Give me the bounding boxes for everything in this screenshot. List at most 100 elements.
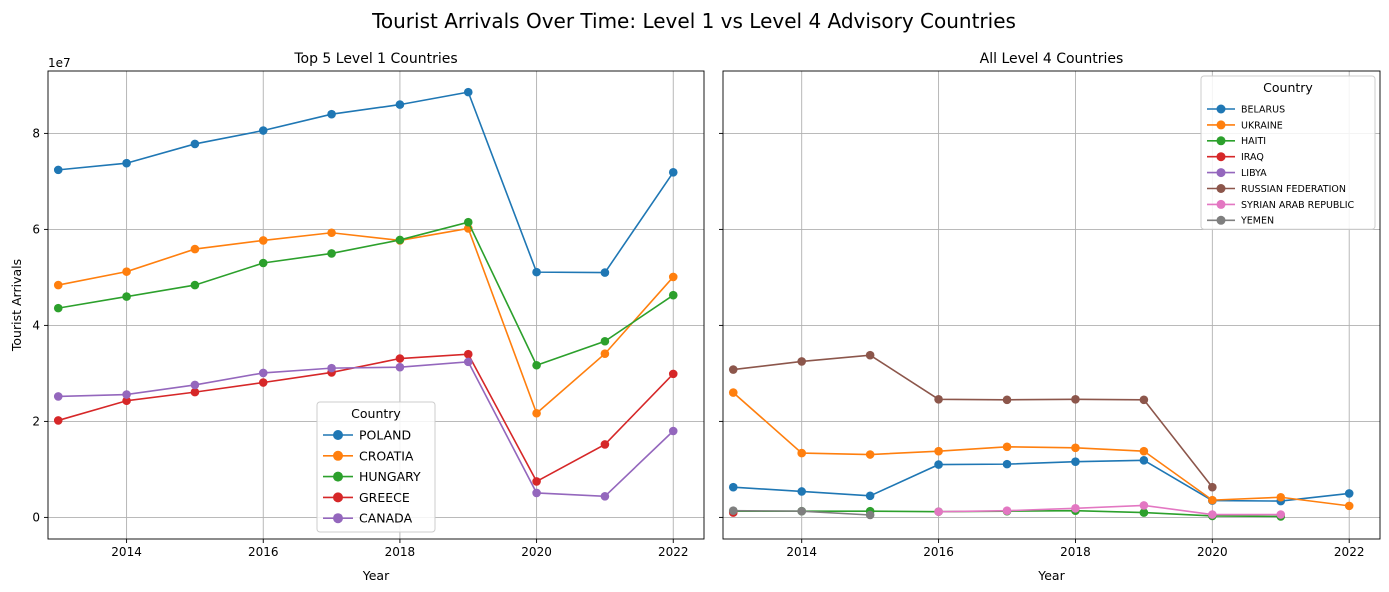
- y-axis-label: Tourist Arrivals: [9, 259, 24, 352]
- chart-panel-level1: 2014 2016 2018 2020 2022 0 2 4 6 8 Top 5 Level 1 C…: [9, 51, 705, 583]
- data-point: [865, 491, 875, 501]
- data-point: [865, 350, 875, 360]
- data-point: [53, 280, 63, 290]
- x-tick-label: 2018: [385, 545, 416, 559]
- data-point: [600, 336, 610, 346]
- data-point: [258, 368, 268, 378]
- data-point: [532, 408, 541, 418]
- legend-marker: [333, 513, 343, 524]
- legend-label: YEMEN: [1240, 216, 1274, 227]
- data-point: [728, 506, 738, 515]
- legend-item-poland: POLAND: [323, 428, 411, 443]
- data-point: [668, 369, 678, 379]
- series-ukraine: [728, 388, 1354, 511]
- data-point: [1002, 395, 1012, 405]
- series-line: [733, 354, 1213, 488]
- legend-box: [1200, 75, 1376, 230]
- data-point: [934, 446, 943, 456]
- data-point: [600, 440, 610, 449]
- data-point: [258, 258, 268, 268]
- data-point: [668, 426, 678, 436]
- x-tick-label: 2016: [923, 545, 954, 559]
- legend-title: Country: [1263, 80, 1313, 95]
- data-point: [53, 392, 63, 401]
- legend-title: Country: [351, 406, 401, 421]
- legend-marker: [333, 492, 343, 503]
- data-point: [728, 482, 738, 492]
- legend-marker: [1216, 215, 1226, 225]
- legend-marker: [333, 430, 343, 440]
- x-axis-label: Year: [1037, 568, 1065, 583]
- data-point: [1002, 506, 1012, 515]
- x-tick-label: 2022: [658, 545, 689, 559]
- data-point: [532, 360, 541, 370]
- data-point: [53, 303, 63, 313]
- series-croatia: [53, 224, 678, 418]
- data-point: [122, 267, 131, 276]
- data-point: [600, 268, 610, 277]
- data-point: [1139, 446, 1149, 456]
- series-line: [938, 504, 1281, 516]
- data-point: [934, 395, 943, 404]
- data-point: [1071, 395, 1080, 404]
- legend-item-syrian-arab-republic: SYRIAN ARAB REPUBLIC: [1207, 200, 1355, 211]
- data-point: [1002, 459, 1012, 469]
- y-scale-label: 1e7: [48, 56, 71, 70]
- data-point: [797, 448, 807, 458]
- series-line: [58, 227, 674, 415]
- series-line: [58, 353, 674, 483]
- data-point: [395, 354, 405, 363]
- data-point: [122, 396, 131, 406]
- series-syrian-arab-republic: [934, 501, 1286, 519]
- legend-label: RUSSIAN FEDERATION: [1241, 184, 1346, 195]
- data-point: [190, 139, 200, 149]
- series-line: [58, 91, 674, 274]
- x-tick-label: 2014: [111, 545, 142, 559]
- legend-item-hungary: HUNGARY: [323, 469, 421, 484]
- data-point: [934, 460, 943, 469]
- data-point: [1276, 492, 1286, 502]
- legend-item-libya: LIBYA: [1207, 168, 1267, 179]
- chart-panel-level4: 2014 2016 2018 2020 2022 All Level 4 Countrie…: [719, 51, 1381, 583]
- data-point: [122, 390, 131, 399]
- data-point: [122, 158, 131, 168]
- data-point: [258, 236, 268, 245]
- series-line: [58, 361, 674, 498]
- legend-label: HAITI: [1241, 136, 1266, 147]
- series-poland: [53, 87, 678, 277]
- legend-label: LIBYA: [1241, 168, 1267, 179]
- data-point: [600, 349, 610, 359]
- figure-title: Tourist Arrivals Over Time: Level 1 vs L…: [371, 9, 1016, 33]
- legend-label: BELARUS: [1241, 104, 1285, 115]
- data-point: [668, 167, 678, 177]
- data-point: [1276, 510, 1286, 519]
- data-point: [532, 488, 541, 498]
- data-point: [934, 507, 943, 516]
- data-point: [190, 380, 200, 390]
- data-point: [327, 363, 336, 373]
- series-line: [732, 392, 1350, 507]
- y-tick-label: 2: [32, 414, 40, 428]
- x-tick-label: 2020: [521, 545, 552, 559]
- axes-frame: [47, 70, 705, 540]
- data-point: [395, 362, 405, 372]
- legend-marker: [1216, 136, 1226, 146]
- series-line: [733, 459, 1350, 502]
- legend-label: HUNGARY: [359, 469, 421, 484]
- legend-label: IRAQ: [1241, 152, 1264, 163]
- data-point: [865, 450, 875, 459]
- data-point: [1344, 501, 1354, 511]
- x-tick-label: 2020: [1197, 545, 1228, 559]
- legend-label: UKRAINE: [1241, 120, 1283, 131]
- legend-marker: [1216, 104, 1226, 114]
- legend-label: SYRIAN ARAB REPUBLIC: [1241, 200, 1355, 211]
- data-point: [1208, 495, 1217, 505]
- legend-label: GREECE: [359, 490, 410, 505]
- y-tick-label: 8: [32, 126, 40, 140]
- series-line: [58, 221, 674, 367]
- series-yemen: [728, 506, 875, 520]
- data-point: [1002, 442, 1012, 452]
- data-point: [1139, 455, 1149, 465]
- legend: Country BELARUS UKRAINE HAITI IRAQ LIBYA RUSSI…: [1200, 75, 1376, 230]
